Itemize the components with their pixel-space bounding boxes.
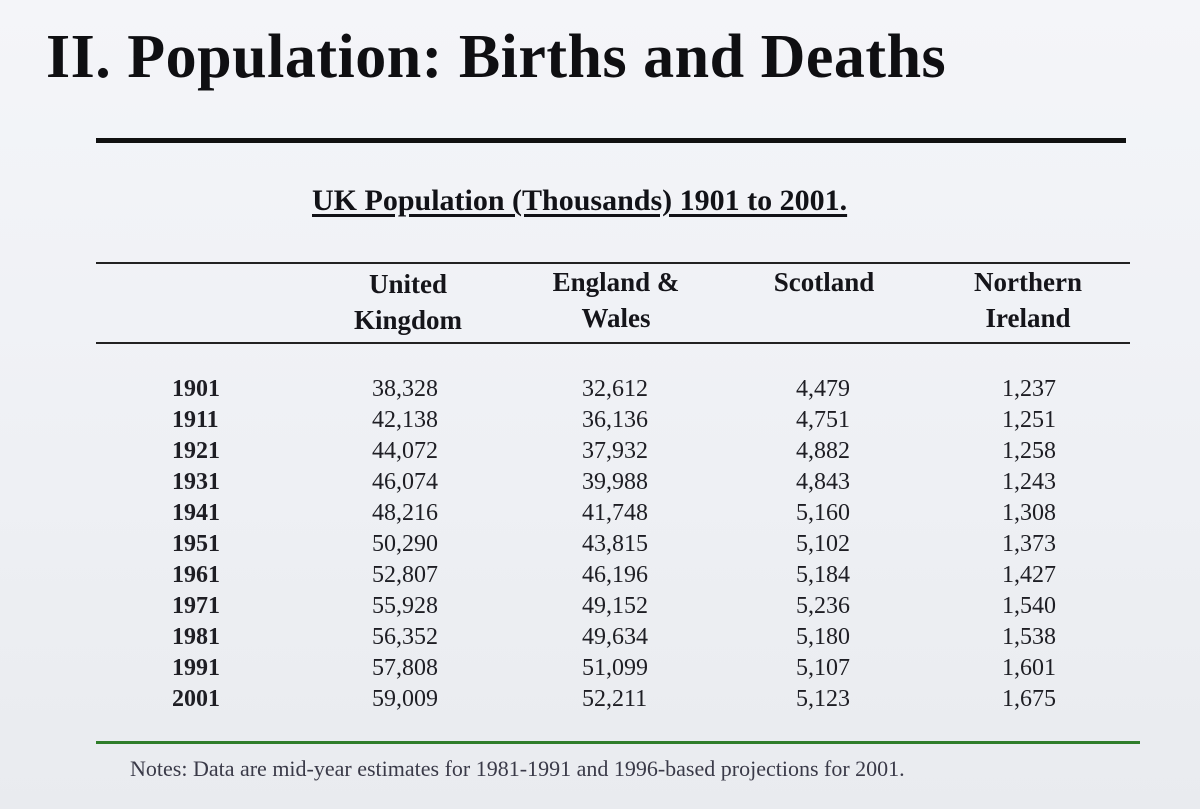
northern-ireland-cell: 1,373 [1002, 531, 1056, 557]
england-wales-cell: 36,136 [582, 407, 648, 433]
table-row: 1971 55,928 49,152 5,236 1,540 [0, 591, 1200, 622]
table-row: 1981 56,352 49,634 5,180 1,538 [0, 622, 1200, 653]
year-cell: 2001 [172, 686, 220, 712]
table-row: 1901 38,328 32,612 4,479 1,237 [0, 374, 1200, 405]
year-cell: 1921 [172, 438, 220, 464]
northern-ireland-cell: 1,258 [1002, 438, 1056, 464]
scotland-cell: 4,479 [796, 376, 850, 402]
england-wales-cell: 49,634 [582, 624, 648, 650]
england-wales-cell: 46,196 [582, 562, 648, 588]
england-wales-cell: 41,748 [582, 500, 648, 526]
scotland-cell: 5,123 [796, 686, 850, 712]
scotland-cell: 5,180 [796, 624, 850, 650]
title-divider [96, 138, 1126, 143]
table-row: 1941 48,216 41,748 5,160 1,308 [0, 498, 1200, 529]
scotland-cell: 5,184 [796, 562, 850, 588]
england-wales-cell: 52,211 [582, 686, 648, 712]
notes-divider [96, 741, 1140, 744]
scotland-cell: 4,751 [796, 407, 850, 433]
year-cell: 1941 [172, 500, 220, 526]
table-row: 1951 50,290 43,815 5,102 1,373 [0, 529, 1200, 560]
table-caption: UK Population (Thousands) 1901 to 2001. [312, 184, 848, 217]
united-kingdom-cell: 46,074 [372, 469, 438, 495]
northern-ireland-cell: 1,308 [1002, 500, 1056, 526]
column-header-northern-ireland: Northern Ireland [974, 267, 1082, 333]
united-kingdom-cell: 48,216 [372, 500, 438, 526]
northern-ireland-cell: 1,251 [1002, 407, 1056, 433]
northern-ireland-cell: 1,675 [1002, 686, 1056, 712]
year-cell: 1961 [172, 562, 220, 588]
united-kingdom-cell: 56,352 [372, 624, 438, 650]
table-row: 1961 52,807 46,196 5,184 1,427 [0, 560, 1200, 591]
table-notes: Notes: Data are mid-year estimates for 1… [130, 756, 905, 781]
year-cell: 1991 [172, 655, 220, 681]
year-cell: 1931 [172, 469, 220, 495]
table-top-rule [96, 262, 1130, 264]
england-wales-cell: 51,099 [582, 655, 648, 681]
year-cell: 1981 [172, 624, 220, 650]
column-header-scotland: Scotland [773, 267, 875, 297]
table-row: 1921 44,072 37,932 4,882 1,258 [0, 436, 1200, 467]
slide-title: II. Population: Births and Deaths [46, 23, 947, 91]
scotland-cell: 5,160 [796, 500, 850, 526]
united-kingdom-cell: 52,807 [372, 562, 438, 588]
year-cell: 1911 [172, 407, 219, 433]
scotland-cell: 5,236 [796, 593, 850, 619]
united-kingdom-cell: 57,808 [372, 655, 438, 681]
scotland-cell: 5,102 [796, 531, 850, 557]
year-cell: 1971 [172, 593, 220, 619]
england-wales-cell: 43,815 [582, 531, 648, 557]
scotland-cell: 5,107 [796, 655, 850, 681]
united-kingdom-cell: 55,928 [372, 593, 438, 619]
table-row: 1931 46,074 39,988 4,843 1,243 [0, 467, 1200, 498]
scotland-cell: 4,882 [796, 438, 850, 464]
united-kingdom-cell: 38,328 [372, 376, 438, 402]
england-wales-cell: 37,932 [582, 438, 648, 464]
northern-ireland-cell: 1,427 [1002, 562, 1056, 588]
column-header-england-wales: England & Wales [552, 267, 680, 333]
england-wales-cell: 39,988 [582, 469, 648, 495]
northern-ireland-cell: 1,601 [1002, 655, 1056, 681]
year-cell: 1901 [172, 376, 220, 402]
northern-ireland-cell: 1,243 [1002, 469, 1056, 495]
northern-ireland-cell: 1,237 [1002, 376, 1056, 402]
england-wales-cell: 32,612 [582, 376, 648, 402]
united-kingdom-cell: 59,009 [372, 686, 438, 712]
table-row: 1991 57,808 51,099 5,107 1,601 [0, 653, 1200, 684]
table-row: 1911 42,138 36,136 4,751 1,251 [0, 405, 1200, 436]
column-header-united-kingdom: United Kingdom [353, 269, 463, 335]
northern-ireland-cell: 1,538 [1002, 624, 1056, 650]
england-wales-cell: 49,152 [582, 593, 648, 619]
northern-ireland-cell: 1,540 [1002, 593, 1056, 619]
united-kingdom-cell: 44,072 [372, 438, 438, 464]
table-body: 1901 38,328 32,612 4,479 1,237 1911 42,138 36,1… [0, 374, 1200, 715]
united-kingdom-cell: 42,138 [372, 407, 438, 433]
scotland-cell: 4,843 [796, 469, 850, 495]
table-header-rule [96, 342, 1130, 344]
united-kingdom-cell: 50,290 [372, 531, 438, 557]
table-row: 2001 59,009 52,211 5,123 1,675 [0, 684, 1200, 715]
year-cell: 1951 [172, 531, 220, 557]
